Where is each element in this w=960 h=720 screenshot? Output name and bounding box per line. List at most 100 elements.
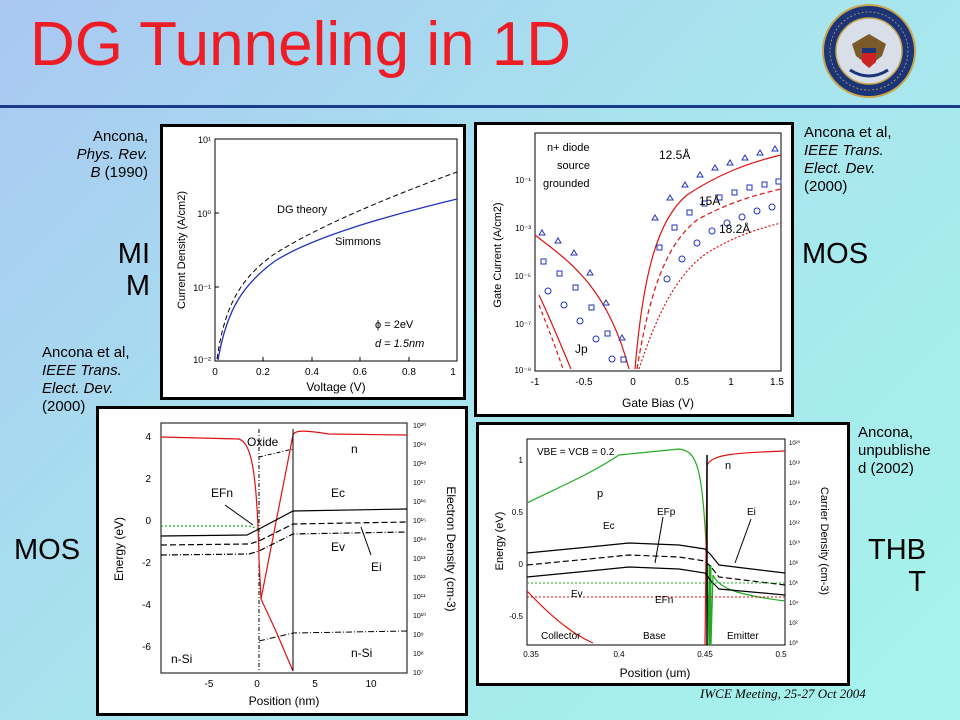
thbt-xlabel: Position (um) — [620, 666, 691, 680]
mos-top-triangles-125 — [538, 145, 779, 341]
mos-bottom-ytick: -6 — [142, 642, 151, 653]
mos-top-xtick: 1 — [728, 377, 734, 388]
citation-line: unpublishe — [858, 442, 931, 459]
thbt-annot-efn: EFn — [655, 595, 673, 606]
mos-bottom-rtick: 10¹⁵ — [413, 518, 426, 525]
mim-annot-phi: ϕ = 2eV — [375, 319, 414, 331]
thbt-rticks: 10²⁰ 10¹⁸ 10¹⁶ 10¹⁴ 10¹² 10¹⁰ 10⁸ 10⁶ 10… — [789, 440, 801, 647]
thbt-electron-density — [526, 450, 786, 646]
thbt-annot-ei: Ei — [747, 507, 756, 518]
citation-mos-bottom: Ancona et al, IEEE Trans. Elect. Dev. (2… — [42, 344, 172, 416]
mos-top-circles-182 — [544, 203, 776, 363]
thbt-rtick: 10¹² — [789, 521, 800, 527]
mos-bottom-xtick: -5 — [205, 679, 214, 690]
mos-top-plot: -1 -0.5 0 0.5 1 1.5 10⁻¹ 10⁻³ 10⁻⁵ 10⁻⁷ … — [492, 132, 784, 410]
citation-journal: IEEE Trans. — [804, 142, 884, 159]
citation-line: d (2002) — [858, 460, 914, 477]
label-thbt-line1: THB — [868, 534, 926, 566]
mos-bottom-ytick: -2 — [142, 558, 151, 569]
thbt-rtick: 10² — [789, 621, 798, 627]
panel-mim: 0 0.2 0.4 0.6 0.8 1 10¹ 10⁰ 10⁻¹ 10⁻² Vo… — [160, 124, 466, 400]
label-thbt: THB T — [862, 534, 926, 598]
mos-bottom-density-right — [292, 430, 408, 436]
mos-bottom-rtick: 10¹⁸ — [413, 461, 426, 468]
mim-plot: 0 0.2 0.4 0.6 0.8 1 10¹ 10⁰ 10⁻¹ 10⁻² Vo… — [176, 135, 458, 394]
mim-xtick: 0.4 — [305, 367, 319, 378]
citation-journal: Elect. Dev. — [42, 380, 114, 397]
mos-bottom-ei — [160, 521, 408, 546]
citation-author: Ancona et al, — [42, 344, 130, 361]
mos-bottom-rtick: 10¹⁴ — [413, 537, 426, 544]
mim-xtick: 0.6 — [353, 367, 367, 378]
mos-bottom-density-rise — [260, 434, 294, 600]
mos-bottom-rtick: 10¹⁶ — [413, 499, 426, 506]
mos-bottom-annot-ei: Ei — [371, 560, 382, 574]
mos-bottom-ylabel-right: Electron Density (cm-3) — [444, 486, 458, 611]
mos-bottom-ev-low — [258, 630, 408, 642]
mos-top-annot-t3: 18.2Å — [719, 221, 750, 236]
mos-bottom-ytick: -4 — [142, 600, 151, 611]
citation-journal: IEEE Trans. — [42, 362, 122, 379]
mos-top-xtick: -0.5 — [575, 377, 593, 388]
title-rule — [0, 105, 960, 108]
citation-mim: Ancona, Phys. Rev. B (1990) — [40, 128, 148, 182]
thbt-rtick: 10¹⁶ — [789, 480, 801, 487]
thbt-arrow-efp — [654, 516, 664, 564]
citation-volume: B — [90, 164, 101, 181]
mos-bottom-rtick: 10¹¹ — [413, 594, 426, 601]
citation-thbt: Ancona, unpublishe d (2002) — [858, 424, 958, 478]
mos-bottom-rtick: 10⁷ — [413, 670, 424, 677]
thbt-xtick: 0.45 — [697, 650, 713, 659]
mos-bottom-xtick: 10 — [365, 679, 377, 690]
citation-line: Ancona, — [858, 424, 914, 441]
mos-top-xtick: 1.5 — [770, 377, 784, 388]
mos-bottom-rtick: 10⁹ — [413, 632, 424, 639]
mos-bottom-plot: -5 0 5 10 4 2 0 -2 -4 -6 10²⁰ 10¹⁹ 10¹⁸ … — [112, 422, 458, 708]
mos-bottom-ev — [160, 531, 408, 556]
mim-xlabel: Voltage (V) — [306, 380, 365, 394]
thbt-xtick: 0.4 — [613, 650, 625, 659]
thbt-rtick: 10⁸ — [789, 560, 799, 567]
thbt-rtick: 10¹⁴ — [789, 500, 801, 507]
thbt-annot-ev: Ev — [571, 589, 583, 600]
mim-dg-curve — [216, 171, 458, 360]
mos-bottom-rtick: 10²⁰ — [413, 422, 426, 430]
footer-meeting: IWCE Meeting, 25-27 Oct 2004 — [700, 686, 866, 701]
label-mos-bottom: MOS — [14, 534, 81, 566]
mim-ytick: 10⁻¹ — [193, 283, 211, 293]
mos-bottom-annot-n: n — [351, 442, 358, 456]
mos-top-squares-15 — [540, 178, 782, 363]
mos-top-curve-left-3 — [538, 304, 564, 370]
thbt-rtick: 10⁶ — [789, 580, 799, 587]
mos-top-annot-t2: 15Å — [699, 193, 720, 208]
mos-top-curve-15 — [636, 188, 782, 370]
citation-journal: Phys. Rev. — [76, 146, 148, 163]
thbt-rtick: 10¹⁸ — [789, 460, 801, 467]
mos-bottom-efn — [161, 525, 260, 530]
mos-bottom-xlabel: Position (nm) — [249, 694, 320, 708]
mos-bottom-annot-oxide: Oxide — [247, 435, 279, 449]
navy-seal-logo — [822, 4, 916, 98]
thbt-annot-ec: Ec — [603, 521, 615, 532]
mos-bottom-arrow-efn — [224, 504, 254, 526]
panel-mos-bottom: -5 0 5 10 4 2 0 -2 -4 -6 10²⁰ 10¹⁹ 10¹⁸ … — [96, 406, 468, 716]
thbt-ytick: 1 — [519, 456, 524, 465]
thbt-annot-n: n — [725, 460, 731, 472]
mos-bottom-annot-efn: EFn — [211, 486, 233, 500]
thbt-plot: 0.35 0.4 0.45 0.5 1 0.5 0 -0.5 10²⁰ 10¹⁸… — [494, 438, 830, 680]
mos-top-xtick: 0.5 — [675, 377, 689, 388]
mos-top-ytick: 10⁻¹ — [515, 176, 531, 185]
mim-ytick: 10⁻² — [193, 355, 211, 365]
thbt-annot-base: Base — [643, 631, 666, 642]
thbt-annot-efp: EFp — [657, 507, 676, 518]
slide-title: DG Tunneling in 1D — [30, 10, 572, 79]
mos-bottom-xtick: 5 — [312, 679, 318, 690]
thbt-ylabel-right: Carrier Density (cm-3) — [818, 487, 830, 595]
thbt-ei — [526, 554, 786, 586]
mim-simmons-curve — [217, 198, 458, 361]
label-mim-line2: M — [125, 270, 150, 302]
mos-top-annot-jp: Jp — [575, 342, 588, 356]
label-mim: MI M — [100, 238, 150, 302]
mim-xtick: 0 — [212, 367, 218, 378]
thbt-ytick: 0.5 — [512, 508, 524, 517]
